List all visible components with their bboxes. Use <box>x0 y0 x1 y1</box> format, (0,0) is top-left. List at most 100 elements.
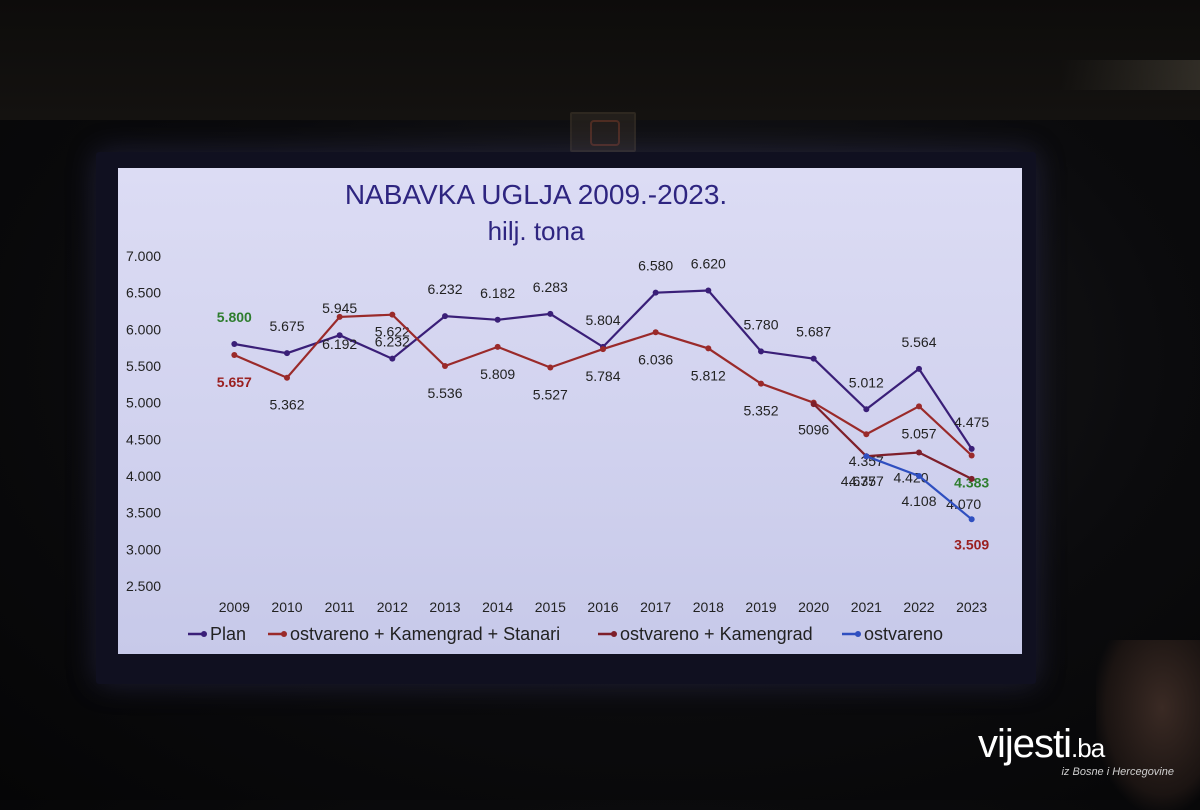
data-label: 6.232 <box>375 334 410 350</box>
data-label: 5.804 <box>585 312 620 328</box>
data-point <box>600 346 606 353</box>
data-label: 5.784 <box>585 368 620 384</box>
y-tick-label: 6.500 <box>126 285 161 301</box>
series-4: 4.357 4.108 3.509 <box>849 453 989 552</box>
ceiling-light <box>1060 60 1200 90</box>
watermark-brand: vijesti <box>978 722 1072 766</box>
data-point <box>336 332 343 339</box>
data-point <box>863 431 870 438</box>
projection-screen: NABAVKA UGLJA 2009.-2023. hilj. tona 7.0… <box>118 168 1022 654</box>
legend-label: ostvareno + Kamengrad <box>620 624 813 644</box>
data-label: 5.352 <box>743 403 778 419</box>
data-point <box>758 380 764 387</box>
x-tick-label: 2013 <box>429 599 460 615</box>
data-label: 4.383 <box>954 474 989 490</box>
data-point <box>389 355 396 362</box>
y-tick-label: 5.500 <box>126 358 161 374</box>
legend-marker <box>201 631 207 637</box>
ceiling <box>0 0 1200 120</box>
x-tick-label: 2022 <box>903 599 934 615</box>
coal-procurement-line-chart: NABAVKA UGLJA 2009.-2023. hilj. tona 7.0… <box>126 179 989 644</box>
data-label: 6.620 <box>691 255 726 271</box>
data-label: 5.800 <box>217 309 252 325</box>
data-point <box>758 348 764 355</box>
data-label: 4.677 <box>841 473 876 489</box>
data-label: 5.564 <box>901 334 936 350</box>
data-label: 5.687 <box>796 324 831 340</box>
data-point <box>547 364 554 371</box>
y-tick-label: 3.500 <box>126 505 161 521</box>
y-tick-label: 3.000 <box>126 541 161 557</box>
data-point <box>442 313 448 320</box>
x-tick-label: 2015 <box>535 599 566 615</box>
data-label: 5.622 <box>375 324 410 340</box>
x-tick-label: 2014 <box>482 599 513 615</box>
x-tick-label: 2018 <box>693 599 724 615</box>
data-label: 5096 <box>798 422 829 438</box>
data-label: 6.232 <box>427 281 462 297</box>
data-label: 5.057 <box>901 425 936 441</box>
series-2: 5.657 5.362 6.192 6.232 5.536 5.809 5.527 5.784… <box>217 311 989 490</box>
x-tick-label: 2010 <box>271 599 302 615</box>
data-label: 6.036 <box>638 351 673 367</box>
data-label: 4.357 <box>849 453 884 469</box>
data-label: 5.780 <box>743 316 778 332</box>
data-point <box>442 363 448 369</box>
data-point <box>284 374 290 381</box>
data-label: 5.527 <box>533 386 568 402</box>
data-point <box>968 452 975 459</box>
audience-person <box>1096 640 1200 810</box>
data-point <box>916 449 922 456</box>
legend-label: ostvareno <box>864 624 943 644</box>
y-tick-label: 7.000 <box>126 248 161 264</box>
legend-marker <box>611 631 617 637</box>
data-label: 6.580 <box>638 258 673 274</box>
data-label: 5.536 <box>427 385 462 401</box>
series-line <box>812 403 973 480</box>
data-label: 4.108 <box>901 493 936 509</box>
legend-label: ostvareno + Kamengrad + Stanari <box>290 624 560 644</box>
data-point <box>810 355 817 362</box>
data-point <box>547 310 554 317</box>
y-tick-label: 4.000 <box>126 468 161 484</box>
x-tick-label: 2011 <box>325 599 355 615</box>
y-tick-label: 6.000 <box>126 321 161 337</box>
chart-subtitle: hilj. tona <box>488 216 585 246</box>
y-tick-label: 2.500 <box>126 578 161 594</box>
data-point <box>705 287 712 294</box>
data-label: 6.283 <box>533 279 568 295</box>
data-point <box>389 311 396 318</box>
data-label: 3.509 <box>954 536 989 552</box>
data-point <box>968 475 975 482</box>
data-point <box>863 453 870 460</box>
chart-title: NABAVKA UGLJA 2009.-2023. <box>345 179 727 210</box>
wall-outlet <box>570 112 636 152</box>
data-point <box>916 473 922 479</box>
data-point <box>284 350 290 357</box>
data-label: 5.675 <box>269 318 304 334</box>
data-point <box>494 343 501 350</box>
data-point <box>863 406 870 413</box>
data-point <box>652 289 659 296</box>
data-label: 5.945 <box>322 300 357 316</box>
x-axis: 2009 2010 2011 2012 2013 2014 2015 2016 2017 2018… <box>219 599 988 615</box>
data-label: 5.012 <box>849 374 884 390</box>
data-point <box>916 365 922 372</box>
legend-label: Plan <box>210 624 246 644</box>
x-tick-label: 2017 <box>640 599 671 615</box>
data-point <box>494 316 501 323</box>
data-point <box>968 445 975 452</box>
legend-marker <box>855 631 861 637</box>
watermark-logo: vijesti.ba iz Bosne i Hercegovine <box>978 724 1188 784</box>
data-point <box>336 313 343 320</box>
data-label: 4.357 <box>849 473 884 489</box>
y-tick-label: 4.500 <box>126 431 161 447</box>
data-label: 4.070 <box>946 496 981 512</box>
data-point <box>810 401 817 408</box>
data-label: 6.192 <box>322 336 357 352</box>
data-point <box>916 403 922 410</box>
data-label: 5.657 <box>217 374 252 390</box>
y-tick-label: 5.000 <box>126 395 161 411</box>
chart-legend: Plan ostvareno + Kamengrad + Stanari ostva… <box>188 624 943 644</box>
